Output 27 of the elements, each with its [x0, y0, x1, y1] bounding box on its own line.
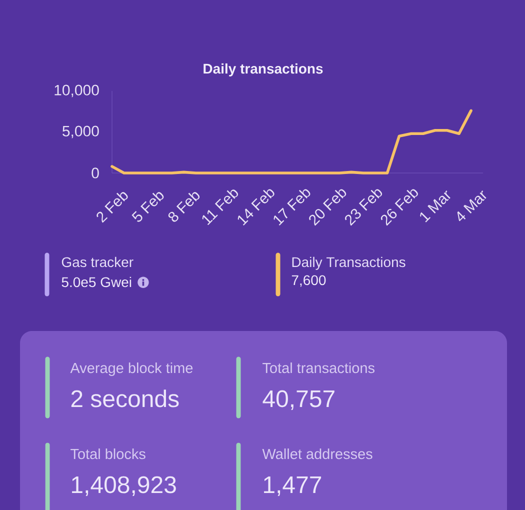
x-tick-label: 17 Feb [274, 189, 310, 226]
x-tick-label: 4 Mar [457, 190, 486, 222]
text: Daily Transactions [292, 256, 406, 270]
y-tick-label: 10,000 [54, 84, 99, 98]
text: 7,600 [292, 275, 326, 287]
text: Average block time [70, 362, 193, 376]
y-tick-label: 5,000 [62, 126, 99, 138]
x-tick-label: 1 Mar [420, 190, 450, 222]
x-tick-label: 14 Feb [238, 189, 274, 226]
text: Total transactions [262, 362, 374, 374]
x-tick-label: 23 Feb [345, 189, 382, 226]
x-tick-label: 20 Feb [309, 189, 346, 226]
text: Wallet addresses [262, 448, 372, 460]
text: 1,408,923 [72, 476, 176, 496]
chart-title: Daily transactions [204, 63, 323, 76]
text: Gas tracker [62, 256, 134, 268]
x-tick-label: 8 Feb [168, 192, 200, 222]
x-tick-label: 5 Feb [132, 192, 164, 222]
text: Total blocks [70, 448, 146, 460]
text: 1,477 [264, 476, 322, 496]
x-tick-label: 26 Feb [380, 189, 418, 226]
text: 5.0e5 Gwei [62, 276, 132, 288]
x-tick-label: 11 Feb [202, 190, 238, 226]
x-tick-label: 2 Feb [96, 192, 128, 223]
text: 40,757 [262, 390, 334, 410]
y-tick-label: 0 [92, 168, 99, 178]
text: 2 seconds [71, 390, 179, 408]
